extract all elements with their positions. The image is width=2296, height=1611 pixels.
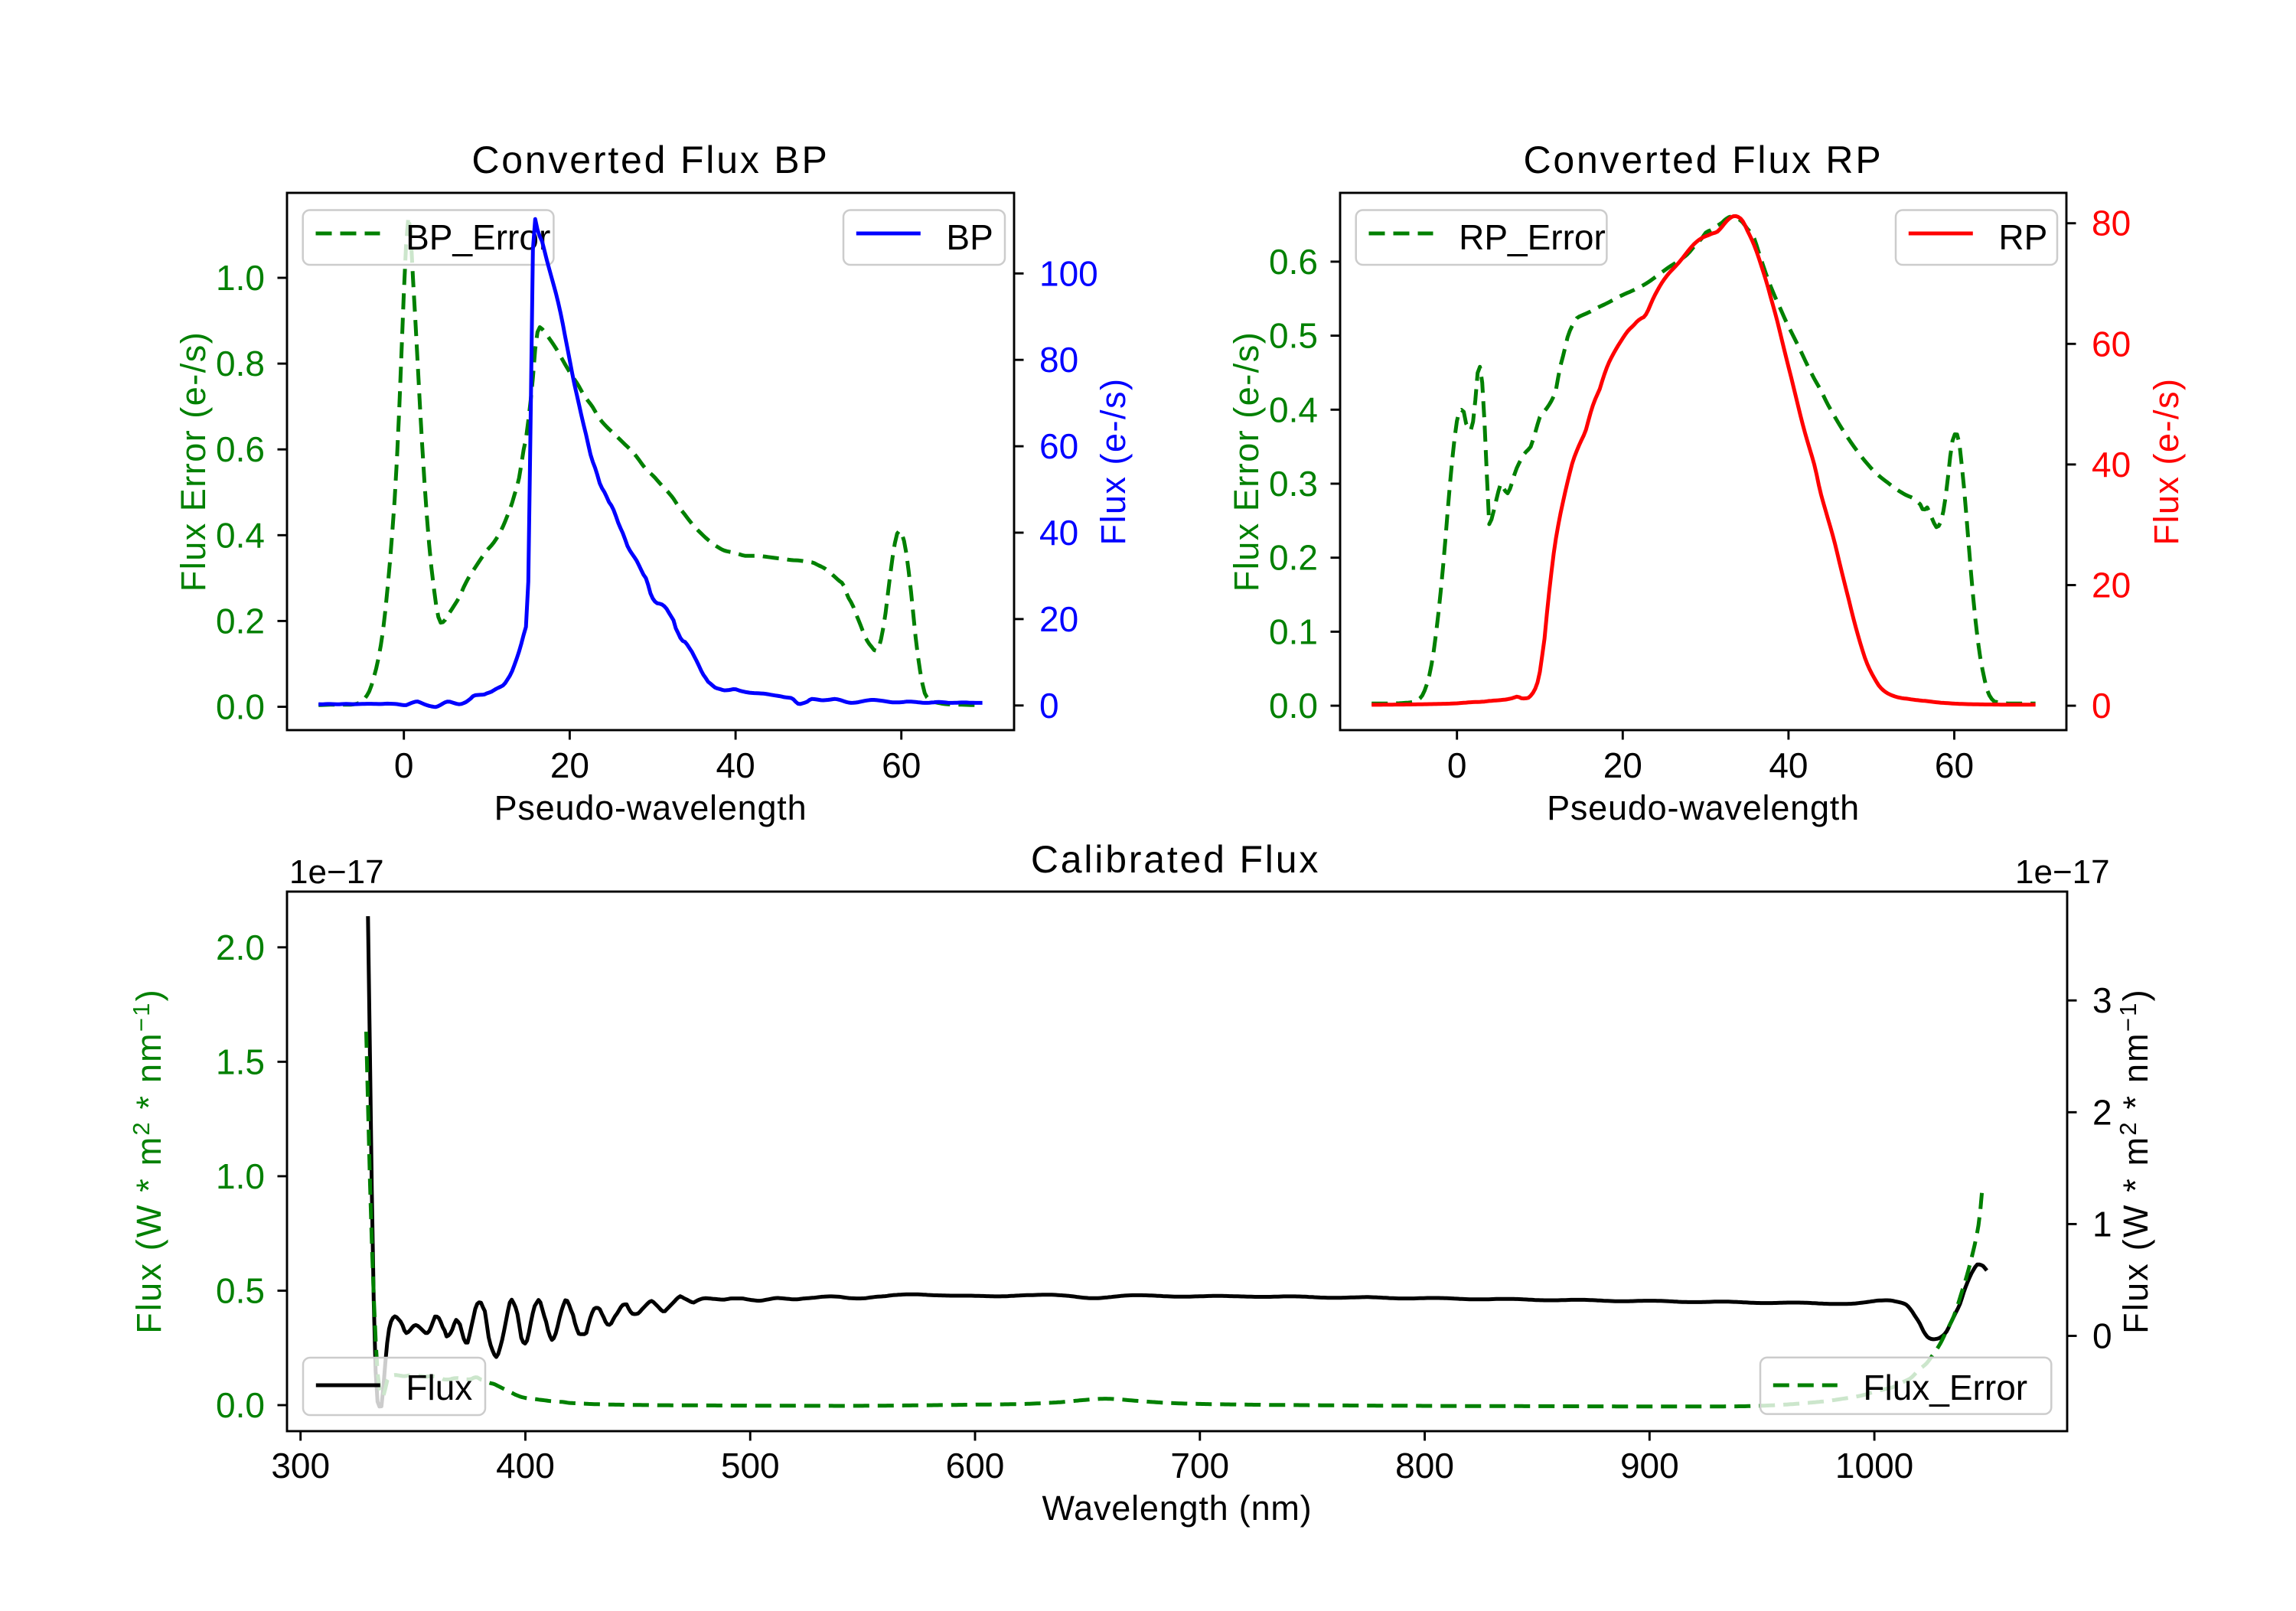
svg-text:0.1: 0.1 bbox=[1269, 611, 1318, 651]
svg-text:1000: 1000 bbox=[1835, 1446, 1913, 1485]
svg-text:0.6: 0.6 bbox=[216, 429, 265, 469]
svg-text:Pseudo-wavelength: Pseudo-wavelength bbox=[1547, 788, 1860, 827]
svg-text:1: 1 bbox=[2092, 1204, 2112, 1244]
svg-text:0.4: 0.4 bbox=[216, 515, 265, 555]
svg-text:Flux_Error: Flux_Error bbox=[1863, 1368, 2027, 1407]
svg-text:0.0: 0.0 bbox=[1269, 686, 1318, 726]
svg-text:Flux Error (e-/s): Flux Error (e-/s) bbox=[1227, 331, 1266, 592]
svg-text:0.5: 0.5 bbox=[216, 1270, 265, 1310]
svg-text:80: 80 bbox=[2092, 204, 2131, 243]
svg-text:0.8: 0.8 bbox=[216, 344, 265, 383]
svg-text:40: 40 bbox=[1769, 745, 1808, 785]
svg-text:Flux (W * m2​ * nm−1​): Flux (W * m2​ * nm−1​) bbox=[2115, 988, 2155, 1334]
svg-text:0.5: 0.5 bbox=[1269, 316, 1318, 356]
svg-text:0: 0 bbox=[2092, 1316, 2112, 1356]
svg-text:RP: RP bbox=[1998, 217, 2047, 257]
svg-text:1e−17: 1e−17 bbox=[2015, 853, 2110, 891]
svg-text:20: 20 bbox=[1603, 745, 1642, 785]
svg-text:40: 40 bbox=[716, 745, 755, 785]
svg-text:0.4: 0.4 bbox=[1269, 390, 1318, 429]
svg-text:2.0: 2.0 bbox=[216, 928, 265, 967]
svg-text:20: 20 bbox=[2092, 566, 2131, 605]
svg-text:2: 2 bbox=[2092, 1092, 2112, 1132]
svg-text:1.0: 1.0 bbox=[216, 258, 265, 298]
svg-text:80: 80 bbox=[1039, 340, 1078, 380]
svg-text:Flux (W * m2​ * nm−1​): Flux (W * m2​ * nm−1​) bbox=[128, 988, 168, 1334]
svg-text:0.2: 0.2 bbox=[1269, 538, 1318, 578]
svg-text:40: 40 bbox=[2092, 445, 2131, 484]
svg-text:Wavelength (nm): Wavelength (nm) bbox=[1042, 1489, 1313, 1528]
svg-text:1.5: 1.5 bbox=[216, 1042, 265, 1081]
svg-text:Calibrated Flux: Calibrated Flux bbox=[1031, 838, 1320, 881]
svg-text:1.0: 1.0 bbox=[216, 1156, 265, 1196]
svg-text:Converted Flux RP: Converted Flux RP bbox=[1524, 139, 1883, 181]
svg-text:60: 60 bbox=[882, 745, 921, 785]
svg-text:BP: BP bbox=[946, 217, 993, 257]
svg-text:0.3: 0.3 bbox=[1269, 464, 1318, 504]
svg-text:3: 3 bbox=[2092, 980, 2112, 1020]
svg-text:0.0: 0.0 bbox=[216, 1385, 265, 1425]
svg-text:BP_Error: BP_Error bbox=[406, 217, 550, 257]
svg-text:Converted Flux BP: Converted Flux BP bbox=[471, 139, 829, 181]
svg-text:0.6: 0.6 bbox=[1269, 242, 1318, 282]
svg-text:Pseudo-wavelength: Pseudo-wavelength bbox=[494, 788, 807, 827]
svg-text:Flux Error (e-/s): Flux Error (e-/s) bbox=[174, 331, 213, 592]
svg-text:40: 40 bbox=[1039, 513, 1078, 553]
svg-text:300: 300 bbox=[271, 1446, 330, 1485]
svg-text:800: 800 bbox=[1395, 1446, 1454, 1485]
svg-text:RP_Error: RP_Error bbox=[1459, 217, 1606, 257]
svg-text:0.0: 0.0 bbox=[216, 687, 265, 727]
svg-text:100: 100 bbox=[1039, 253, 1098, 293]
svg-text:0: 0 bbox=[2092, 686, 2112, 726]
svg-text:0.2: 0.2 bbox=[216, 601, 265, 641]
svg-text:0: 0 bbox=[394, 745, 414, 785]
svg-text:60: 60 bbox=[2092, 324, 2131, 364]
svg-text:Flux (e-/s): Flux (e-/s) bbox=[2147, 378, 2186, 546]
svg-text:700: 700 bbox=[1170, 1446, 1229, 1485]
svg-text:900: 900 bbox=[1620, 1446, 1679, 1485]
svg-text:1e−17: 1e−17 bbox=[289, 853, 384, 891]
svg-text:400: 400 bbox=[496, 1446, 555, 1485]
svg-text:600: 600 bbox=[946, 1446, 1005, 1485]
svg-text:500: 500 bbox=[721, 1446, 780, 1485]
svg-text:0: 0 bbox=[1039, 686, 1059, 726]
svg-text:0: 0 bbox=[1447, 745, 1467, 785]
svg-text:20: 20 bbox=[550, 745, 589, 785]
svg-text:60: 60 bbox=[1039, 426, 1078, 466]
svg-text:Flux: Flux bbox=[406, 1368, 472, 1407]
svg-text:20: 20 bbox=[1039, 599, 1078, 639]
svg-text:Flux (e-/s): Flux (e-/s) bbox=[1094, 378, 1133, 546]
svg-text:60: 60 bbox=[1935, 745, 1974, 785]
